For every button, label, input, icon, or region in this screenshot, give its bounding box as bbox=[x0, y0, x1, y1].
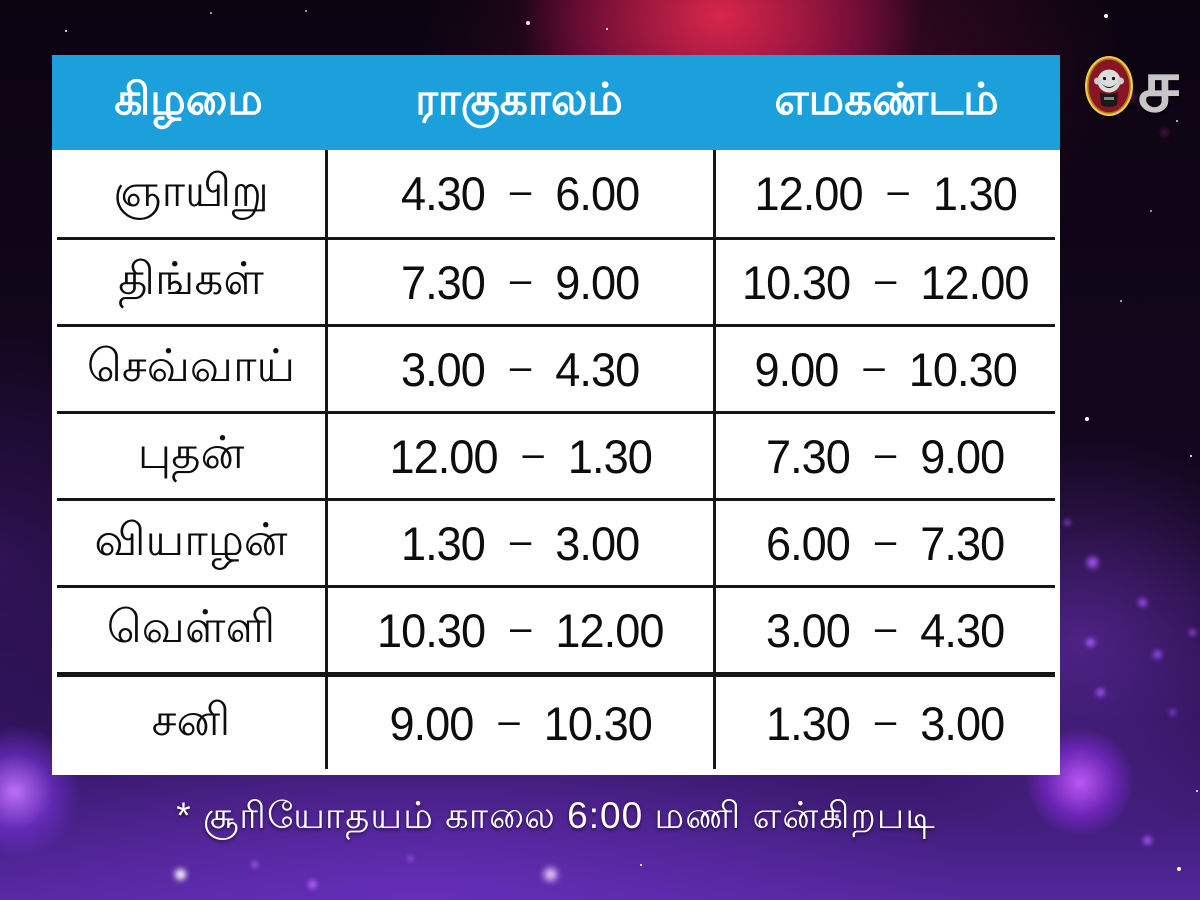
yamagandam-cell: 7.30–9.00 bbox=[713, 414, 1055, 498]
time-end: 4.30 bbox=[920, 603, 1006, 657]
time-end: 9.00 bbox=[555, 255, 641, 309]
dash: – bbox=[875, 605, 896, 650]
yamagandam-cell: 12.00–1.30 bbox=[713, 150, 1055, 237]
time-end: 10.30 bbox=[908, 342, 1018, 396]
time-end: 3.00 bbox=[920, 696, 1006, 750]
time-end: 12.00 bbox=[555, 603, 665, 657]
yamagandam-cell: 9.00–10.30 bbox=[713, 327, 1055, 411]
time-start: 1.30 bbox=[401, 516, 486, 570]
time-start: 7.30 bbox=[401, 255, 486, 309]
time-start: 6.00 bbox=[766, 516, 851, 570]
rahukalam-cell: 12.00–1.30 bbox=[325, 414, 713, 498]
sunrise-footnote: * சூரியோதயம் காலை 6:00 மணி என்கிறபடி bbox=[176, 794, 936, 836]
day-cell: சனி bbox=[151, 694, 231, 745]
dash: – bbox=[887, 169, 908, 213]
channel-emblem-icon bbox=[1085, 56, 1133, 116]
dash: – bbox=[875, 431, 896, 476]
time-start: 7.30 bbox=[766, 429, 851, 483]
table-header-row: கிழமை ராகுகாலம் எமகண்டம் bbox=[52, 55, 1060, 150]
time-start: 3.00 bbox=[766, 603, 851, 657]
yamagandam-cell: 10.30–12.00 bbox=[713, 240, 1055, 324]
time-start: 10.30 bbox=[377, 603, 486, 657]
yamagandam-cell: 1.30–3.00 bbox=[713, 677, 1055, 769]
time-start: 9.00 bbox=[754, 342, 839, 396]
time-start: 1.30 bbox=[766, 696, 851, 750]
time-end: 10.30 bbox=[543, 696, 653, 750]
rahukalam-cell: 7.30–9.00 bbox=[325, 240, 713, 324]
dash: – bbox=[875, 698, 896, 743]
rahukalam-cell: 4.30–6.00 bbox=[325, 150, 713, 237]
yamagandam-cell: 6.00–7.30 bbox=[713, 501, 1055, 585]
time-end: 4.30 bbox=[555, 342, 641, 396]
glow-field bbox=[0, 0, 5, 5]
dash: – bbox=[510, 257, 531, 302]
dash: – bbox=[522, 431, 543, 476]
time-start: 12.00 bbox=[754, 167, 863, 220]
time-end: 9.00 bbox=[920, 429, 1006, 483]
rahukalam-cell: 10.30–12.00 bbox=[325, 588, 713, 672]
day-cell: செவ்வாய் bbox=[86, 340, 296, 391]
day-cell: வியாழன் bbox=[94, 514, 288, 565]
dash: – bbox=[510, 169, 531, 213]
time-end: 7.30 bbox=[920, 516, 1006, 570]
table-row: செவ்வாய் 3.00–4.30 9.00–10.30 bbox=[57, 324, 1055, 411]
time-end: 1.30 bbox=[567, 429, 653, 483]
time-start: 9.00 bbox=[389, 696, 474, 750]
table-row: திங்கள் 7.30–9.00 10.30–12.00 bbox=[57, 237, 1055, 324]
table-row: புதன் 12.00–1.30 7.30–9.00 bbox=[57, 411, 1055, 498]
rahukalam-cell: 3.00–4.30 bbox=[325, 327, 713, 411]
yamagandam-cell: 3.00–4.30 bbox=[713, 588, 1055, 672]
time-end: 6.00 bbox=[555, 167, 641, 220]
dash: – bbox=[510, 605, 531, 650]
table-body: ஞாயிறு 4.30–6.00 12.00–1.30 திங்கள் 7.30… bbox=[52, 150, 1060, 775]
dash: – bbox=[875, 518, 896, 563]
time-end: 1.30 bbox=[932, 167, 1018, 220]
rahukalam-cell: 1.30–3.00 bbox=[325, 501, 713, 585]
time-start: 10.30 bbox=[742, 255, 851, 309]
dash: – bbox=[510, 344, 531, 389]
time-start: 3.00 bbox=[401, 342, 486, 396]
time-end: 3.00 bbox=[555, 516, 641, 570]
time-start: 4.30 bbox=[401, 167, 486, 220]
dash: – bbox=[863, 344, 884, 389]
time-end: 12.00 bbox=[920, 255, 1030, 309]
header-rahukalam: ராகுகாலம் bbox=[415, 74, 623, 124]
dash: – bbox=[510, 518, 531, 563]
header-yamagandam: எமகண்டம் bbox=[774, 74, 999, 124]
rahukalam-cell: 9.00–10.30 bbox=[325, 677, 713, 769]
channel-logo: ச bbox=[1084, 44, 1179, 127]
day-cell: வெள்ளி bbox=[106, 601, 276, 652]
table-row: ஞாயிறு 4.30–6.00 12.00–1.30 bbox=[57, 150, 1055, 237]
day-cell: ஞாயிறு bbox=[113, 164, 269, 216]
day-cell: புதன் bbox=[137, 427, 245, 478]
header-day: கிழமை bbox=[114, 74, 263, 124]
channel-letter: ச bbox=[1138, 44, 1179, 127]
table-row: சனி 9.00–10.30 1.30–3.00 bbox=[57, 672, 1055, 769]
table-row: வியாழன் 1.30–3.00 6.00–7.30 bbox=[57, 498, 1055, 585]
day-cell: திங்கள் bbox=[118, 253, 264, 304]
time-start: 12.00 bbox=[389, 429, 498, 483]
table-row: வெள்ளி 10.30–12.00 3.00–4.30 bbox=[57, 585, 1055, 672]
dash: – bbox=[875, 257, 896, 302]
timings-table: கிழமை ராகுகாலம் எமகண்டம் ஞாயிறு 4.30–6.0… bbox=[52, 55, 1060, 775]
dash: – bbox=[498, 698, 519, 743]
